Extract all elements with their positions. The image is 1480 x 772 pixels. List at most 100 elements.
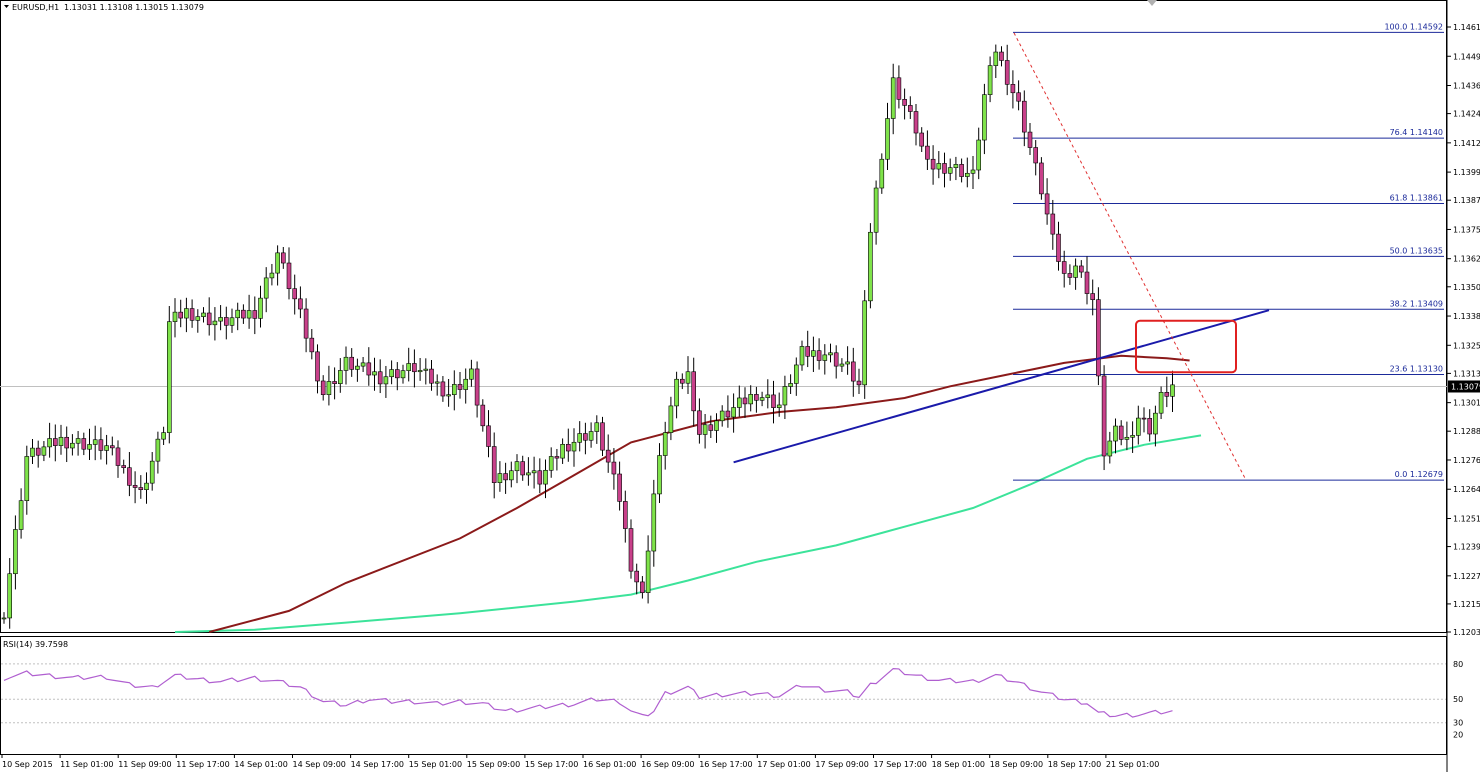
price-label-21: 1.12030	[1453, 628, 1480, 637]
candle-body-1	[7, 573, 12, 619]
time-label-14: 17 Sep 09:00	[815, 760, 868, 769]
time-label-17: 18 Sep 09:00	[990, 760, 1043, 769]
candle-body-180	[1027, 131, 1033, 148]
candle-body-117	[668, 405, 674, 433]
candle-body-89	[508, 470, 514, 481]
candle-body-129	[736, 397, 742, 408]
candle-body-64	[366, 362, 372, 376]
candle-body-194	[1107, 440, 1113, 457]
candle-body-73	[417, 370, 423, 373]
candle-body-131	[748, 394, 754, 405]
candle-body-156	[890, 77, 896, 119]
candle-body-25	[144, 482, 149, 491]
candle-body-161	[919, 132, 925, 147]
candle-body-175	[999, 51, 1004, 61]
candle-body-120	[685, 371, 691, 384]
rsi-level-label-2: 30	[1453, 719, 1463, 728]
candle-body-116	[662, 432, 668, 456]
candle-body-57	[326, 381, 332, 395]
candle-body-32	[184, 308, 189, 319]
candle-body-88	[503, 473, 508, 481]
candle-body-0	[1, 617, 7, 620]
candle-body-184	[1050, 213, 1056, 235]
chart-symbol: EURUSD,H1	[12, 3, 59, 12]
candle-body-66	[377, 371, 383, 385]
candle-body-41	[235, 309, 240, 319]
time-label-1: 11 Sep 01:00	[60, 760, 113, 769]
candle-body-34	[195, 316, 201, 321]
symbol-menu-icon[interactable]	[4, 5, 9, 8]
candle-body-27	[155, 438, 161, 462]
support-trendline	[733, 309, 1270, 464]
candle-body-83	[474, 368, 480, 406]
candle-body-53	[303, 308, 309, 339]
time-label-19: 21 Sep 01:00	[1106, 760, 1159, 769]
candle-body-196	[1118, 425, 1124, 440]
candle-body-5	[30, 447, 35, 457]
candle-body-38	[218, 317, 223, 322]
candle-body-49	[280, 252, 286, 264]
candle-body-114	[651, 493, 657, 552]
candle-body-125	[714, 420, 719, 431]
chart-drawings[interactable]	[733, 32, 1270, 481]
candle-body-65	[372, 371, 377, 376]
candle-body-136	[776, 404, 782, 408]
candle-body-107	[611, 461, 617, 475]
highlight-box	[1135, 319, 1237, 374]
fibonacci-retracement[interactable]: 100.0 1.14592 76.4 1.14140 61.8 1.13861 50.…	[1013, 22, 1444, 481]
candle-body-110	[628, 528, 634, 572]
candle-body-13	[75, 438, 81, 444]
candle-body-126	[719, 410, 725, 422]
candle-body-15	[87, 444, 92, 450]
candle-body-22	[127, 467, 132, 486]
candle-body-72	[412, 363, 417, 373]
candle-body-23	[132, 485, 138, 488]
candle-body-91	[520, 461, 526, 476]
candle-body-192	[1096, 299, 1101, 377]
candle-body-140	[799, 346, 805, 366]
candle-body-177	[1010, 84, 1016, 94]
candle-body-119	[679, 378, 685, 384]
candle-body-188	[1073, 265, 1078, 278]
scroll-marker-icon[interactable]	[1147, 0, 1157, 6]
price-label-0: 1.14615	[1453, 23, 1480, 32]
time-label-18: 18 Sep 17:00	[1048, 760, 1101, 769]
candle-body-43	[246, 310, 252, 319]
candle-body-179	[1021, 100, 1027, 133]
candle-body-95	[543, 469, 548, 485]
candle-body-122	[697, 410, 702, 435]
candle-body-46	[263, 277, 269, 299]
candlesticks	[1, 44, 1175, 629]
candle-body-77	[440, 381, 446, 397]
candle-body-169	[964, 172, 970, 177]
price-label-5: 1.13995	[1453, 168, 1480, 177]
candle-body-154	[879, 158, 885, 189]
price-label-4: 1.14120	[1453, 139, 1480, 148]
price-label-2: 1.14365	[1453, 82, 1480, 91]
candle-body-97	[554, 456, 560, 459]
candle-body-98	[560, 443, 565, 459]
candle-body-11	[64, 436, 69, 449]
candle-body-48	[275, 252, 280, 274]
candle-body-203	[1158, 392, 1164, 414]
rsi-level-label-0: 80	[1453, 660, 1463, 669]
candle-body-150	[856, 380, 862, 386]
fib-label-4: 38.2 1.13409	[1390, 299, 1443, 308]
candle-body-159	[907, 105, 913, 112]
candle-body-100	[571, 441, 577, 452]
candle-body-85	[486, 425, 491, 447]
main-plot-frame	[0, 0, 1447, 633]
candle-body-50	[286, 262, 292, 289]
candle-body-149	[850, 361, 856, 382]
candle-body-166	[947, 167, 953, 174]
time-label-4: 14 Sep 01:00	[234, 760, 287, 769]
candle-body-157	[896, 77, 902, 100]
candle-body-62	[355, 365, 360, 370]
candle-body-81	[463, 378, 469, 390]
candle-body-204	[1164, 392, 1170, 397]
candle-body-145	[828, 352, 833, 356]
candle-body-82	[469, 368, 474, 380]
candle-body-132	[754, 394, 759, 401]
candle-body-187	[1067, 273, 1073, 278]
